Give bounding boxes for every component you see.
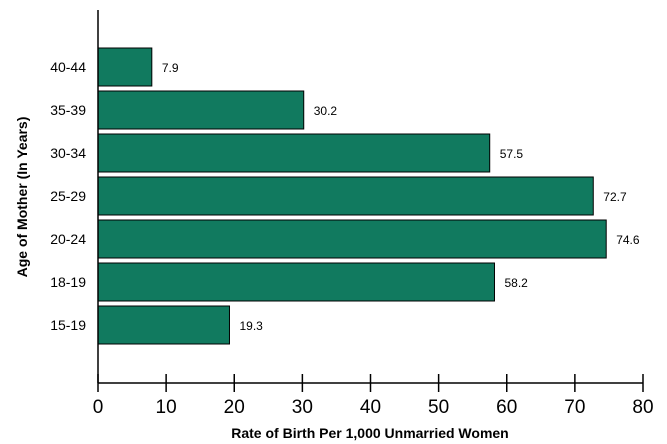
- bar-18-19: [97, 262, 495, 302]
- category-label-18-19: 18-19: [50, 274, 86, 290]
- x-tick-label-10: 10: [156, 397, 177, 418]
- value-label-30-34: 57.5: [500, 147, 524, 161]
- bar-20-24: [97, 219, 607, 259]
- x-tick-label-70: 70: [564, 397, 585, 418]
- category-labels-group: 15-19 18-19 20-24 25-29 30-34 35-39 40-44: [50, 59, 86, 333]
- y-axis-title: Age of Mother (In Years): [14, 117, 30, 278]
- x-axis-title: Rate of Birth Per 1,000 Unmarried Women: [231, 425, 508, 441]
- bar-15-19: [97, 305, 230, 345]
- category-label-25-29: 25-29: [50, 188, 86, 204]
- category-label-30-34: 30-34: [50, 145, 86, 161]
- x-tick-label-0: 0: [93, 397, 104, 418]
- value-label-18-19: 58.2: [504, 276, 528, 290]
- bar-25-29: [97, 176, 594, 216]
- x-tick-label-50: 50: [428, 397, 449, 418]
- category-label-15-19: 15-19: [50, 317, 86, 333]
- value-label-35-39: 30.2: [314, 104, 338, 118]
- bars-group: [97, 47, 607, 345]
- category-label-20-24: 20-24: [50, 231, 86, 247]
- category-label-35-39: 35-39: [50, 102, 86, 118]
- bar-40-44: [97, 47, 153, 87]
- value-label-15-19: 19.3: [239, 319, 263, 333]
- x-tick-label-30: 30: [292, 397, 313, 418]
- category-label-40-44: 40-44: [50, 59, 86, 75]
- x-tick-label-80: 80: [632, 397, 653, 418]
- value-label-20-24: 74.6: [616, 233, 640, 247]
- x-ticks-group: 0 10 20 30 40 50 60 70 80: [93, 374, 654, 418]
- x-tick-label-40: 40: [360, 397, 381, 418]
- value-labels-group: 19.3 58.2 74.6 72.7 57.5 30.2 7.9: [162, 61, 640, 333]
- x-tick-label-20: 20: [224, 397, 245, 418]
- bar-35-39: [97, 90, 305, 130]
- x-tick-label-60: 60: [496, 397, 517, 418]
- value-label-40-44: 7.9: [162, 61, 179, 75]
- value-label-25-29: 72.7: [603, 190, 627, 204]
- bar-30-34: [97, 133, 491, 173]
